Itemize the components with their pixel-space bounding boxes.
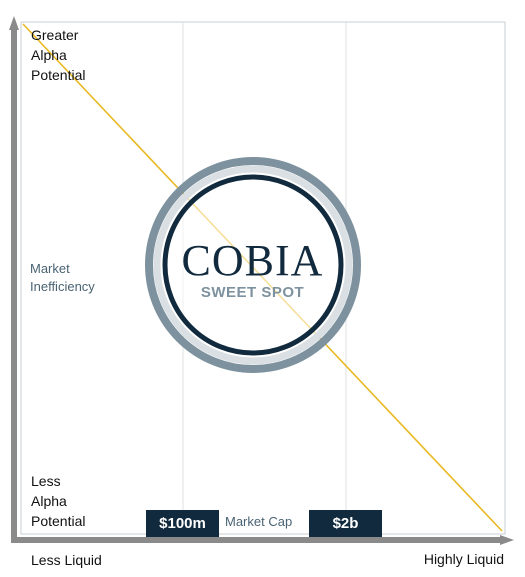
less-alpha-label: Less Alpha Potential bbox=[31, 473, 86, 529]
logo-inner-ring bbox=[162, 174, 344, 356]
market-inefficiency-label: Market Inefficiency bbox=[30, 261, 95, 294]
y-axis-arrow-icon bbox=[9, 16, 19, 30]
x-axis-arrow-icon bbox=[500, 535, 514, 545]
logo-name: COBIA bbox=[181, 236, 324, 285]
logo-light-ring bbox=[153, 165, 353, 365]
greater-alpha-label: Greater Alpha Potential bbox=[31, 27, 86, 83]
logo-outer-ring bbox=[145, 157, 361, 373]
logo-tagline: SWEET SPOT bbox=[200, 284, 305, 301]
market-cap-high-badge: $2b bbox=[309, 510, 382, 537]
less-liquid-label: Less Liquid bbox=[31, 552, 102, 568]
plot-frame bbox=[20, 21, 506, 535]
market-cap-label: Market Cap bbox=[225, 514, 293, 529]
market-cap-low-badge: $100m bbox=[146, 510, 219, 537]
highly-liquid-label: Highly Liquid bbox=[423, 551, 504, 567]
